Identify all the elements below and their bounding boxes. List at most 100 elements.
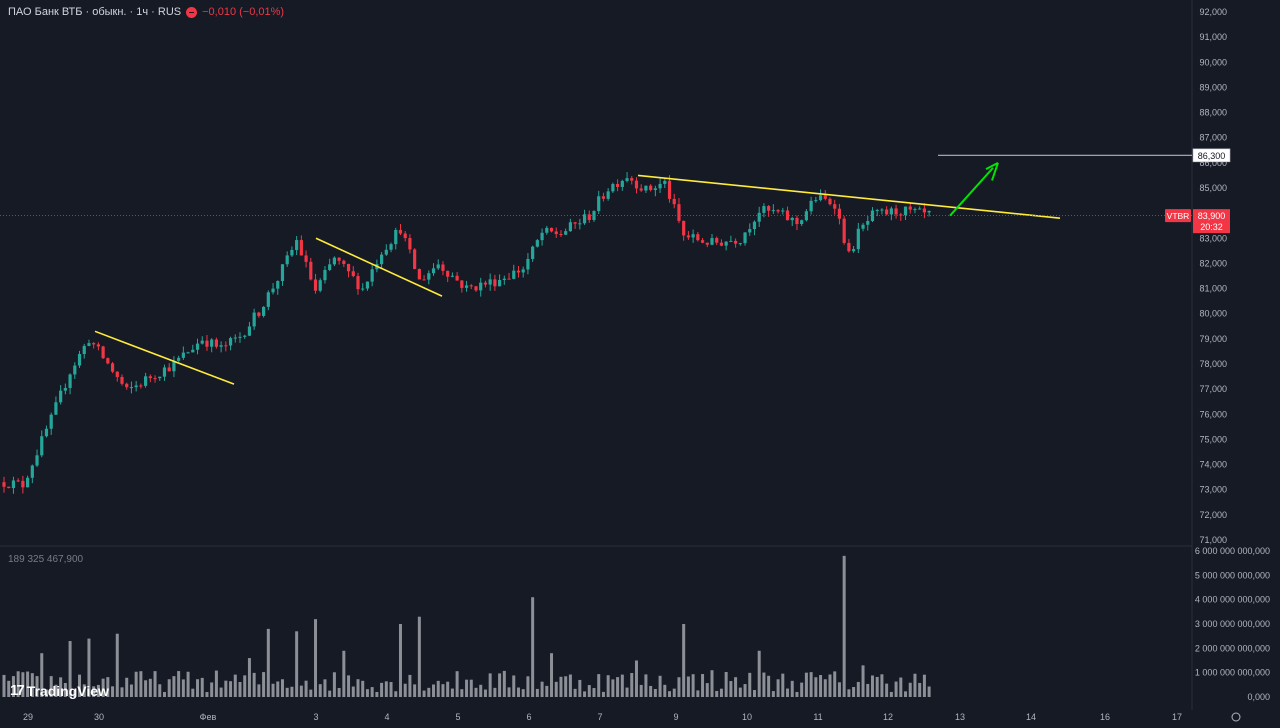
price-axis[interactable]: 71,000 72,000 73,000 74,000 75,000 76,000 77,0… <box>1199 7 1227 545</box>
candle-body <box>257 312 261 316</box>
candle-body <box>455 275 459 281</box>
candle-body <box>908 206 912 210</box>
volume-bar <box>106 677 110 697</box>
volume-bar <box>663 684 667 697</box>
candle-body <box>110 363 115 372</box>
volume-bar <box>280 679 284 697</box>
y-tick-label: 79,000 <box>1199 334 1227 344</box>
volume-bar <box>96 684 100 697</box>
volume-bar <box>290 686 294 697</box>
volume-bar <box>191 688 195 697</box>
volume-bar <box>49 676 53 697</box>
candle-body <box>427 273 431 280</box>
volume-bar <box>408 674 412 697</box>
candle-body <box>68 374 72 388</box>
candle-body <box>63 387 67 391</box>
candle-body <box>252 312 256 327</box>
volume-bar <box>573 688 577 697</box>
candle-body <box>474 286 478 291</box>
candle-body <box>521 269 525 273</box>
candle-body <box>804 211 808 221</box>
x-tick-label: 30 <box>94 712 104 722</box>
candle-body <box>790 217 794 221</box>
candle-body <box>781 210 785 212</box>
y-tick-label: 87,000 <box>1199 133 1227 143</box>
candle-body <box>144 376 148 386</box>
symbol-title[interactable]: ПАО Банк ВТБ · обыкн. · 1ч · RUS <box>8 6 182 18</box>
volume-bar <box>521 689 525 697</box>
volume-bar <box>634 660 638 697</box>
volume-bar <box>587 685 591 697</box>
volume-bar <box>752 690 756 697</box>
volume-bar <box>318 684 322 697</box>
y-tick-label: 74,000 <box>1199 460 1227 470</box>
candle-body <box>422 279 426 281</box>
symbol-header[interactable]: ПАО Банк ВТБ · обыкн. · 1ч · RUS −0,010 … <box>8 6 284 18</box>
volume-bar <box>365 689 369 697</box>
volume-bar <box>59 677 63 697</box>
candle-body <box>814 200 818 202</box>
candle-body <box>691 234 695 238</box>
candle-body <box>280 264 285 282</box>
candle-body <box>847 242 851 252</box>
candle-body <box>512 270 516 279</box>
volume-bar <box>144 680 148 697</box>
volume-bar <box>380 682 384 697</box>
candle-body <box>644 185 648 191</box>
volume-bar <box>337 687 341 697</box>
candle-body <box>516 270 521 273</box>
volume-bar <box>285 687 289 697</box>
volume-bar <box>73 690 77 697</box>
volume-bar <box>129 684 133 697</box>
x-tick-label: 3 <box>313 712 318 722</box>
candle-body <box>899 214 903 216</box>
volume-bar <box>828 674 832 697</box>
volume-bar <box>375 691 379 697</box>
candle-body <box>776 210 780 212</box>
volume-bar <box>87 638 91 697</box>
volume-bar <box>370 687 374 697</box>
candle-body <box>833 204 837 209</box>
volume-bar <box>323 679 327 697</box>
volume-bar <box>908 682 912 697</box>
volume-bar <box>356 679 360 697</box>
volume-bar <box>786 688 790 697</box>
volume-bar <box>583 691 587 697</box>
candle-body <box>49 414 53 429</box>
price-badge-timer: 20:32 <box>1200 222 1223 232</box>
volume-bar <box>493 687 497 697</box>
volume-axis: 0,000 1 000 000 000,000 2 000 000 000,000 3… <box>1195 546 1270 702</box>
candle-body <box>191 349 195 353</box>
candle-body <box>549 227 554 232</box>
candle-body <box>35 455 39 466</box>
volume-bar <box>767 675 771 697</box>
volume-bar <box>309 689 313 697</box>
candle-body <box>238 336 242 338</box>
volume-bar <box>597 674 601 697</box>
candle-body <box>30 465 34 478</box>
volume-bar <box>11 676 15 697</box>
volume-bar <box>729 681 733 697</box>
candle-body <box>630 178 634 181</box>
candle-body <box>597 196 601 212</box>
tradingview-logo[interactable]: 17 TradingView <box>10 682 109 699</box>
time-axis[interactable]: 29 30 Фев 3 4 5 6 7 9 10 11 12 13 14 16 17 <box>23 712 1241 722</box>
tradingview-icon: 17 <box>10 682 25 699</box>
volume-bar <box>427 687 431 697</box>
volume-bar <box>332 672 336 697</box>
candle-body <box>271 288 275 293</box>
y-tick-label: 85,000 <box>1199 183 1227 193</box>
volume-bar <box>262 672 266 697</box>
candle-body <box>771 210 775 212</box>
candle-body <box>568 222 572 232</box>
candle-body <box>639 188 643 191</box>
candle-body <box>408 238 412 250</box>
volume-bar <box>904 691 908 697</box>
volume-bar <box>564 676 568 697</box>
candle-body <box>125 383 129 388</box>
trendline <box>637 174 1061 219</box>
volume-bar <box>177 671 181 697</box>
candle-body <box>800 220 804 225</box>
volume-bar <box>776 679 780 697</box>
